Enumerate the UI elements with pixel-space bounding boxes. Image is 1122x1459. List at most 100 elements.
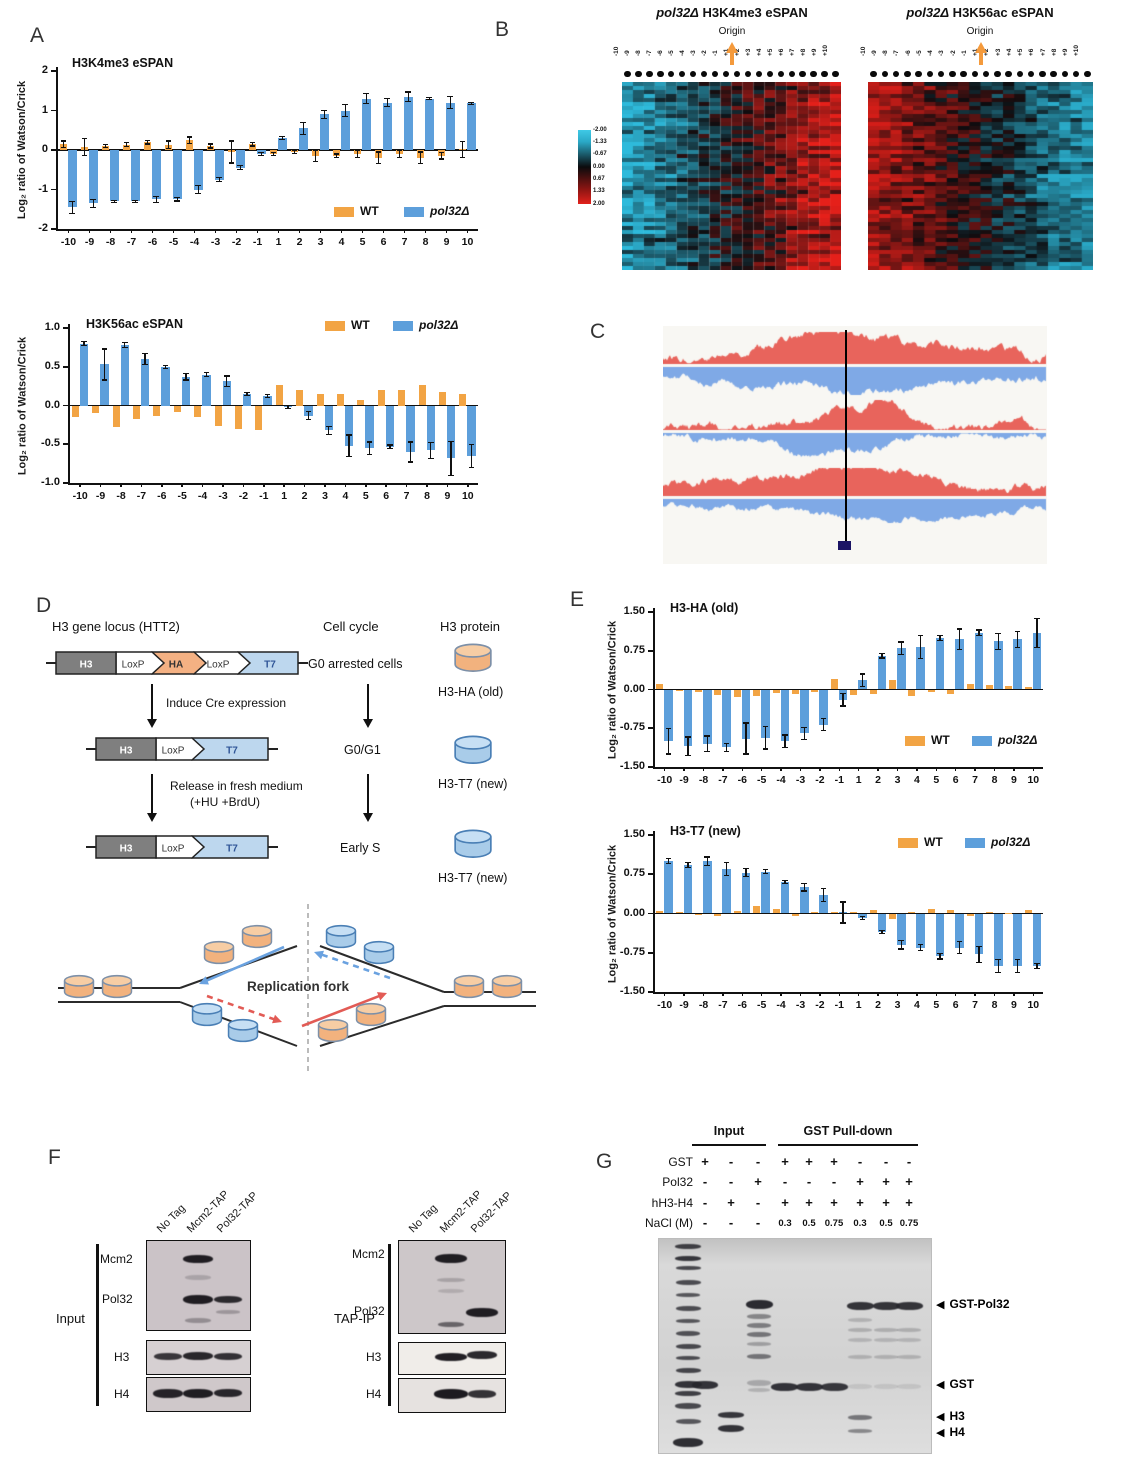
y-tick-A1-0 <box>51 70 57 72</box>
error-bar <box>104 144 107 148</box>
heatmap-col-dot <box>722 71 730 78</box>
x-tick-A1-17 <box>424 229 427 233</box>
error-cap <box>820 888 827 890</box>
x-tick-label-E1-1: -9 <box>679 774 689 786</box>
x-axis-E2 <box>653 992 1043 994</box>
y-tick-E2-1 <box>648 873 654 876</box>
error-bar <box>842 901 844 923</box>
x-tick-E1-17 <box>993 767 996 771</box>
bar-pol32Δ--6 <box>161 366 170 406</box>
y-tick-A2-2 <box>63 404 69 407</box>
blot-band <box>770 1383 798 1391</box>
bar-WT--6 <box>733 911 741 914</box>
x-tick-E1-7 <box>799 767 802 771</box>
error-cap <box>144 143 151 145</box>
bar-WT--3 <box>214 405 222 427</box>
heatmap-col-label: -6 <box>904 50 912 56</box>
gene-row-3: H3 LoxP T7 <box>86 832 278 862</box>
x-tick-E2-6 <box>780 992 782 996</box>
error-cap <box>216 177 223 179</box>
error-cap <box>142 352 148 355</box>
blot-band <box>153 1388 183 1398</box>
error-cap <box>438 152 445 154</box>
bar-WT-5 <box>927 909 935 914</box>
error-cap <box>743 753 749 755</box>
x-tick-A2-16 <box>405 483 408 487</box>
y-axis-label-A2: Log₂ ratio of Watson/Crick <box>16 336 28 475</box>
heatmap-col-label: -5 <box>915 50 923 56</box>
x-tick-label-E2-14: 5 <box>933 999 940 1011</box>
bar-WT--3 <box>792 913 799 917</box>
blot-band <box>897 1338 921 1342</box>
arrowhead-icon: ◀ <box>936 1378 945 1391</box>
chart-title-E1: H3-HA (old) <box>670 601 739 615</box>
bar-pol32Δ--1 <box>263 396 272 406</box>
error-cap <box>426 98 433 101</box>
error-bar <box>209 144 212 148</box>
blot-band <box>848 1355 872 1359</box>
heatmap-col-label: +7 <box>788 48 796 56</box>
heatmap-col-label: +3 <box>744 48 752 56</box>
blot-band <box>183 1255 213 1263</box>
bar-WT--3 <box>792 689 799 694</box>
error-bar <box>803 883 805 891</box>
error-cap <box>762 873 769 875</box>
error-bar <box>470 444 473 468</box>
error-bar <box>978 946 980 963</box>
error-bar <box>83 341 85 346</box>
blot-band <box>848 1338 872 1342</box>
x-tick-E1-14 <box>935 767 938 771</box>
heatmap-title-k4: pol32Δ H3K4me3 eSPAN <box>602 5 862 20</box>
error-cap <box>407 441 414 443</box>
error-cap <box>102 147 109 149</box>
legend-label-A1-pol32Δ: pol32Δ <box>430 204 470 218</box>
bar-WT-7 <box>966 684 974 690</box>
blot-band <box>897 1328 921 1332</box>
heatmap-col-dot <box>788 71 795 78</box>
bar-WT--2 <box>234 405 242 429</box>
bar-pol32Δ--7 <box>722 689 731 748</box>
band-label-gst-pol32: ◀ GST-Pol32 <box>936 1297 1010 1311</box>
bar-pol32Δ-5 <box>362 98 371 150</box>
error-bar <box>226 376 228 387</box>
heatmap-col-dot <box>668 71 675 78</box>
error-cap <box>270 151 277 153</box>
error-cap <box>782 883 788 885</box>
bar-pol32Δ--8 <box>703 861 712 914</box>
x-tick-label-A2-4: -6 <box>157 490 167 502</box>
error-cap <box>387 444 393 446</box>
x-tick-E1-2 <box>702 767 705 771</box>
x-tick-E2-2 <box>702 992 705 996</box>
error-bar <box>389 445 391 449</box>
error-bar <box>725 862 728 876</box>
error-cap <box>342 103 349 106</box>
g-cell-3-2: - <box>755 1215 761 1230</box>
x-tick-label-A1-13: 4 <box>338 236 345 248</box>
g-cell-2-1: + <box>727 1195 735 1210</box>
error-cap <box>723 874 730 876</box>
bar-pol32Δ--8 <box>703 689 712 744</box>
error-bar <box>687 737 689 756</box>
blot-band <box>675 1255 701 1261</box>
g-cell-0-8: - <box>906 1154 912 1169</box>
bar-WT-3 <box>316 393 324 406</box>
x-tick-E1-8 <box>819 767 821 771</box>
heatmap-col-dot <box>1027 71 1035 78</box>
x-tick-label-E1-19: 10 <box>1027 774 1040 786</box>
x-tick-label-A1-6: -4 <box>189 236 200 248</box>
error-bar <box>822 888 825 902</box>
x-tick-label-E1-15: 6 <box>952 774 959 786</box>
blot-band <box>434 1389 468 1399</box>
bar-pol32Δ-1 <box>278 138 287 150</box>
error-cap <box>665 753 672 755</box>
error-cap <box>153 201 160 204</box>
bar-pol32Δ-8 <box>425 98 434 150</box>
legend-label-E2-WT: WT <box>924 835 943 849</box>
blot-band <box>183 1352 213 1360</box>
blot-band <box>183 1294 213 1304</box>
bar-WT-2 <box>869 689 877 695</box>
x-axis-A2 <box>68 483 478 485</box>
blot-band <box>846 1302 874 1310</box>
error-cap <box>879 657 885 659</box>
x-tick-A1-5 <box>172 229 175 233</box>
